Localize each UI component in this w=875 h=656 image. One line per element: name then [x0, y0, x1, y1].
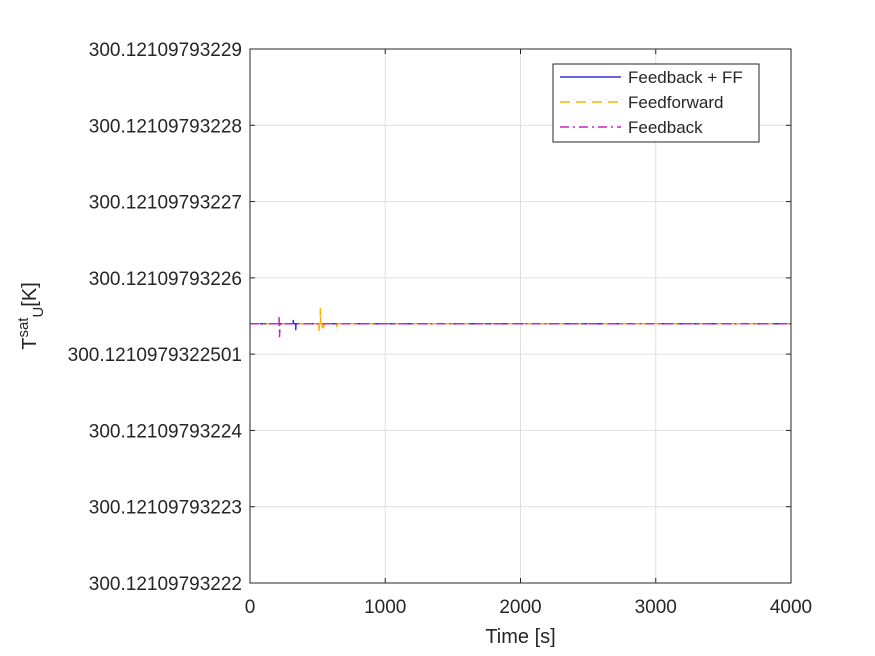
legend: Feedback + FF Feedforward Feedback — [552, 63, 760, 143]
x-tick-label: 0 — [245, 597, 256, 618]
y-tick-label: 300.12109793226 — [89, 269, 242, 290]
y-tick-label: 300.12109793229 — [89, 40, 242, 61]
y-tick-label: 300.12109793228 — [89, 116, 242, 137]
y-tick-label: 300.12109793223 — [89, 498, 242, 519]
x-tick-label: 1000 — [364, 597, 406, 618]
x-tick-label: 2000 — [499, 597, 541, 618]
svg-text:TsatU[K]: TsatU[K] — [15, 282, 47, 350]
y-axis-label-base: T — [19, 338, 41, 350]
y-tick-label: 300.12109793222 — [89, 574, 242, 595]
plot-series — [250, 308, 791, 338]
series-line-1 — [250, 319, 791, 331]
y-tick-label: 300.12109793224 — [89, 421, 243, 442]
y-tick-label: 300.1210979322501 — [68, 345, 242, 366]
x-axis-label: Time [s] — [485, 626, 555, 648]
series-line-3 — [250, 315, 791, 338]
series-line-2 — [250, 308, 791, 333]
x-tick-label: 4000 — [770, 597, 812, 618]
y-axis-label-subscript: U — [30, 307, 47, 318]
y-axis-label-superscript: sat — [15, 317, 32, 338]
y-axis-label: TsatU[K] — [15, 282, 47, 350]
y-axis-ticks: 300.12109793222 300.12109793223 300.121097… — [68, 40, 791, 595]
y-tick-label: 300.12109793227 — [89, 193, 242, 214]
legend-label: Feedback — [628, 118, 703, 137]
x-axis-ticks: 0 1000 2000 3000 4000 — [245, 49, 812, 618]
legend-label: Feedforward — [628, 93, 723, 112]
legend-label: Feedback + FF — [628, 68, 743, 87]
x-tick-label: 3000 — [635, 597, 677, 618]
y-axis-label-unit: [K] — [19, 282, 41, 306]
